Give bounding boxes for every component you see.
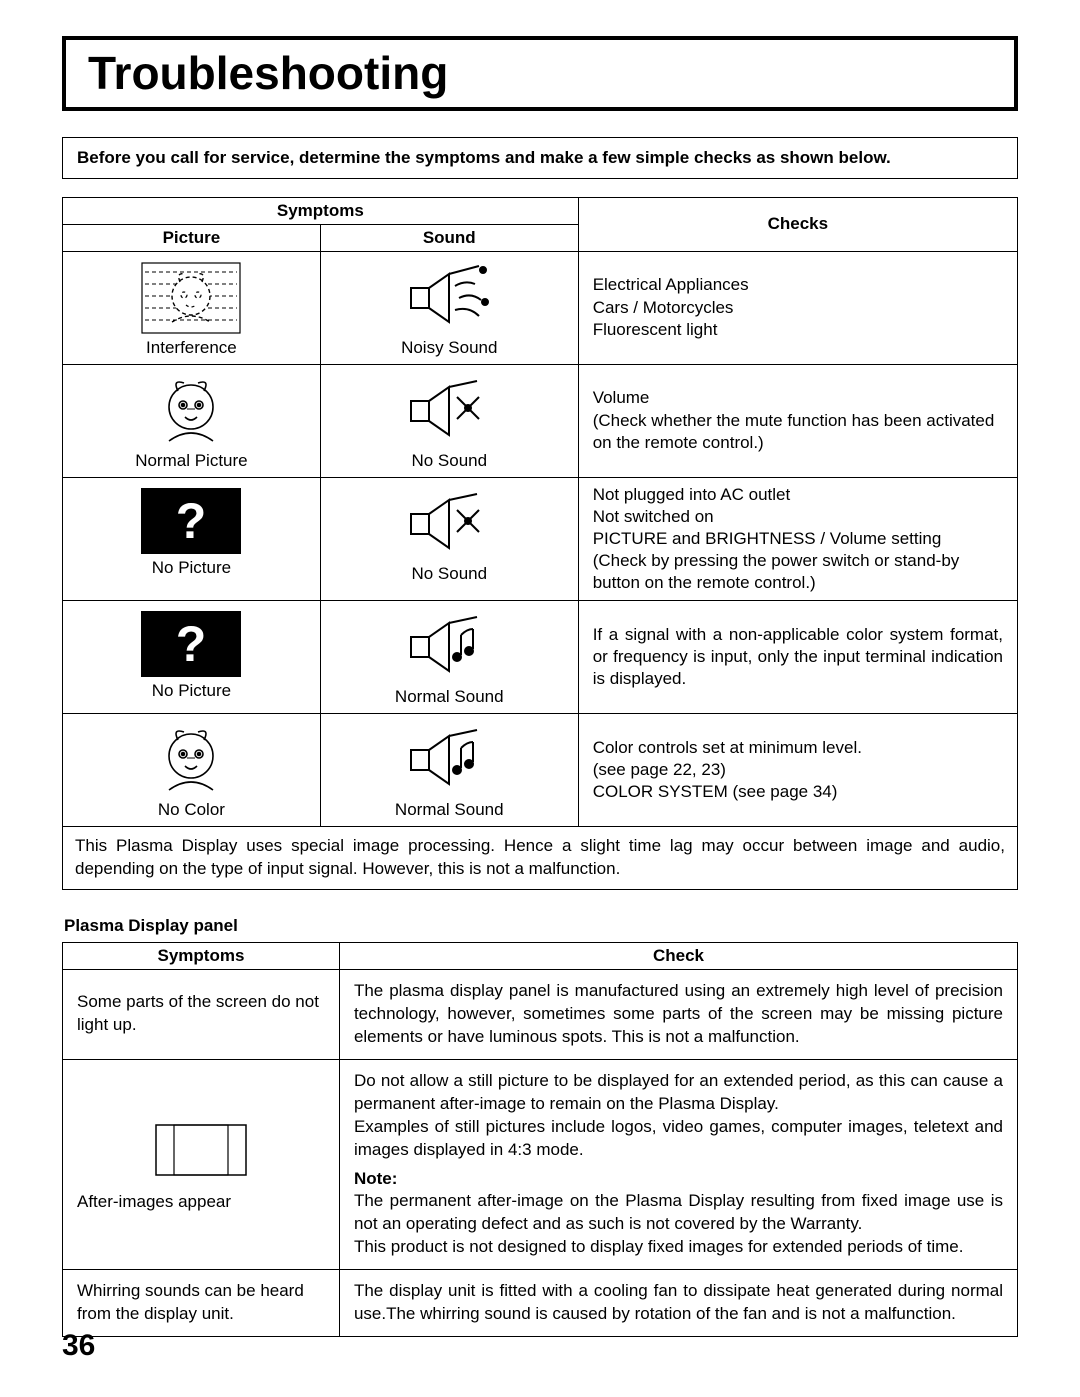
check-cell: Electrical AppliancesCars / MotorcyclesF…: [578, 251, 1017, 364]
sound-cell: Normal Sound: [320, 601, 578, 714]
no-picture-icon: ?: [141, 611, 241, 677]
note-cell: This Plasma Display uses special image p…: [63, 827, 1018, 890]
panel-row: Whirring sounds can be heard from the di…: [63, 1270, 1018, 1337]
table-row: Normal Picture No Sound Volume(Check whe…: [63, 364, 1018, 477]
picture-cell: ? No Picture: [63, 601, 321, 714]
picture-cell: Interference: [63, 251, 321, 364]
page: Troubleshooting Before you call for serv…: [0, 0, 1080, 1397]
header-row-1: Symptoms Checks: [63, 197, 1018, 224]
sound-header: Sound: [320, 224, 578, 251]
picture-cell: Normal Picture: [63, 364, 321, 477]
normal-sound-icon: [399, 611, 499, 683]
normal-face-icon: [146, 375, 236, 447]
sound-label: Normal Sound: [325, 800, 574, 820]
panel-table: Symptoms Check Some parts of the screen …: [62, 942, 1018, 1337]
table-row: Interference Noisy Sound Electrical Appl…: [63, 251, 1018, 364]
panel-row: Some parts of the screen do not light up…: [63, 969, 1018, 1059]
no-picture-icon: ?: [141, 488, 241, 554]
table-row: ? No Picture Norm: [63, 601, 1018, 714]
sound-cell: No Sound: [320, 364, 578, 477]
no-sound-icon: [399, 375, 499, 447]
panel-symptom-cell: Whirring sounds can be heard from the di…: [63, 1270, 340, 1337]
picture-label: Normal Picture: [67, 451, 316, 471]
picture-label: Interference: [67, 338, 316, 358]
check-cell: If a signal with a non-applicable color …: [578, 601, 1017, 714]
no-color-face-icon: [146, 724, 236, 796]
intro-box: Before you call for service, determine t…: [62, 137, 1018, 179]
noisy-sound-icon: [399, 262, 499, 334]
panel-check-cell: The plasma display panel is manufactured…: [339, 969, 1017, 1059]
panel-symptom-cell: After-images appear: [63, 1059, 340, 1270]
sound-cell: Noisy Sound: [320, 251, 578, 364]
picture-cell: No Color: [63, 714, 321, 827]
table-row: No Color Normal Sound: [63, 714, 1018, 827]
picture-label: No Picture: [67, 681, 316, 701]
interference-face-icon: [141, 262, 241, 334]
panel-note-label: Note:: [354, 1168, 1003, 1191]
panel-symptom-label: After-images appear: [77, 1191, 325, 1214]
panel-row: After-images appear Do not allow a still…: [63, 1059, 1018, 1270]
sound-label: Normal Sound: [325, 687, 574, 707]
sound-label: No Sound: [325, 451, 574, 471]
panel-check-cell: Do not allow a still picture to be displ…: [339, 1059, 1017, 1270]
picture-label: No Color: [67, 800, 316, 820]
panel-symptom-cell: Some parts of the screen do not light up…: [63, 969, 340, 1059]
title-box: Troubleshooting: [62, 36, 1018, 111]
no-sound-icon: [399, 488, 499, 560]
panel-check-note: The permanent after-image on the Plasma …: [354, 1190, 1003, 1259]
picture-header: Picture: [63, 224, 321, 251]
checks-header: Checks: [578, 197, 1017, 251]
check-cell: Not plugged into AC outletNot switched o…: [578, 477, 1017, 600]
symptoms-header: Symptoms: [63, 197, 579, 224]
panel-header-row: Symptoms Check: [63, 942, 1018, 969]
panel-symptoms-header: Symptoms: [63, 942, 340, 969]
panel-heading: Plasma Display panel: [64, 916, 1018, 936]
panel-check-header: Check: [339, 942, 1017, 969]
panel-check-main: Do not allow a still picture to be displ…: [354, 1070, 1003, 1162]
sound-label: Noisy Sound: [325, 338, 574, 358]
normal-sound-icon: [399, 724, 499, 796]
note-row: This Plasma Display uses special image p…: [63, 827, 1018, 890]
table-row: ? No Picture No Sound Not plug: [63, 477, 1018, 600]
sound-label: No Sound: [325, 564, 574, 584]
panel-check-cell: The display unit is fitted with a coolin…: [339, 1270, 1017, 1337]
page-title: Troubleshooting: [88, 48, 992, 99]
after-image-icon: [146, 1115, 256, 1185]
check-cell: Color controls set at minimum level.(see…: [578, 714, 1017, 827]
sound-cell: Normal Sound: [320, 714, 578, 827]
picture-cell: ? No Picture: [63, 477, 321, 600]
page-number: 36: [62, 1329, 95, 1363]
symptoms-table: Symptoms Checks Picture Sound: [62, 197, 1018, 890]
svg-text:?: ?: [176, 493, 207, 549]
svg-text:?: ?: [176, 616, 207, 672]
picture-label: No Picture: [67, 558, 316, 578]
sound-cell: No Sound: [320, 477, 578, 600]
check-cell: Volume(Check whether the mute function h…: [578, 364, 1017, 477]
